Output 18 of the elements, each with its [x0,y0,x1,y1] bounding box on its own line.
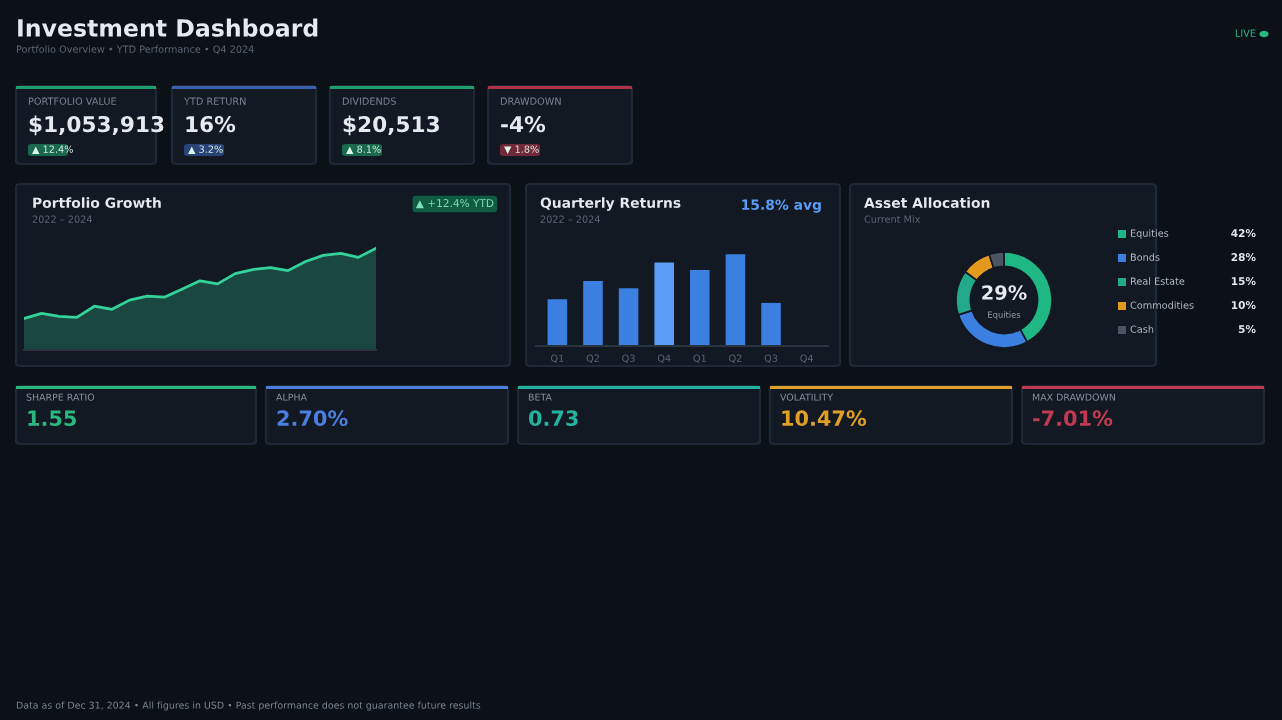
text: -4% [501,115,546,133]
bar [583,280,603,346]
text: -7.01% [1033,410,1113,427]
text: $20,513 [343,115,439,136]
bar [547,299,568,346]
bar [761,302,781,346]
text: 0.73 [529,410,578,427]
bar [618,288,639,346]
text: 16% [186,115,236,133]
text: 10.47% [782,410,867,427]
text: 2.70% [277,410,348,427]
text: Investment Dashboard [18,18,318,37]
bar [725,254,746,346]
text: 1.55 [28,410,76,427]
text: 29% [982,285,1027,300]
bar [654,262,674,346]
bar [690,269,710,346]
text: $1,053,913 [29,115,164,136]
